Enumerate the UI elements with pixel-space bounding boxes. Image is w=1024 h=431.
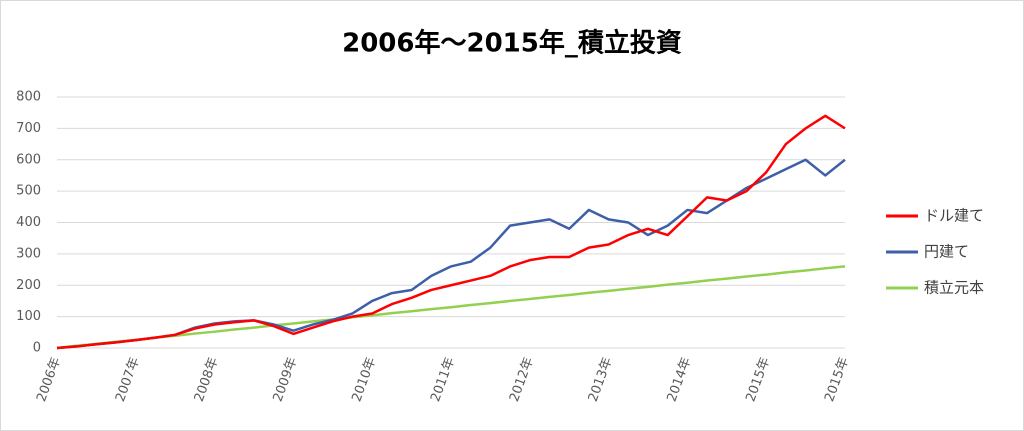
legend-label: 積立元本 xyxy=(924,279,984,297)
legend-label: ドル建て xyxy=(924,207,984,225)
y-tick-label: 200 xyxy=(16,278,41,293)
y-tick-label: 700 xyxy=(16,121,41,136)
legend-label: 円建て xyxy=(924,243,969,261)
chart-title: 2006年～2015年_積立投資 xyxy=(342,28,682,59)
y-tick-label: 500 xyxy=(16,184,41,199)
y-tick-label: 800 xyxy=(16,90,41,105)
series-line xyxy=(56,265,846,350)
y-tick-label: 300 xyxy=(16,246,41,261)
y-tick-label: 0 xyxy=(33,341,41,356)
series-line xyxy=(56,114,846,350)
y-tick-label: 400 xyxy=(16,215,41,230)
y-tick-label: 600 xyxy=(16,152,41,167)
y-tick-label: 100 xyxy=(16,309,41,324)
